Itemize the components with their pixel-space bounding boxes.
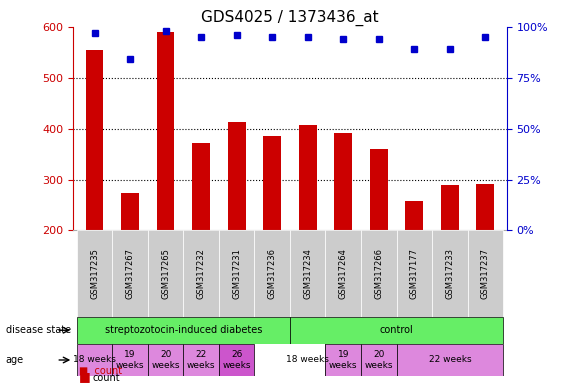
Bar [370,149,388,230]
Text: GSM317264: GSM317264 [339,248,348,299]
Text: GSM317177: GSM317177 [410,248,419,299]
Text: 19
weeks: 19 weeks [116,350,144,370]
Bar [228,122,245,230]
Bar [219,344,254,376]
Title: GDS4025 / 1373436_at: GDS4025 / 1373436_at [201,9,379,25]
Text: GSM317233: GSM317233 [445,248,454,299]
Text: GSM317265: GSM317265 [161,248,170,299]
Text: disease state: disease state [6,325,71,335]
Bar [396,230,432,317]
Bar [112,344,148,376]
Text: ■: ■ [79,371,91,384]
Bar [290,230,325,317]
Bar [432,230,468,317]
Bar [77,230,112,317]
Text: 20
weeks: 20 weeks [151,350,180,370]
Text: 22
weeks: 22 weeks [187,350,216,370]
Bar [112,230,148,317]
Bar [219,230,254,317]
Text: 20
weeks: 20 weeks [364,350,393,370]
Text: control: control [379,325,413,335]
Bar [290,317,503,344]
Text: 18 weeks: 18 weeks [286,356,329,364]
Bar [396,344,503,376]
Bar [86,50,104,230]
Bar [299,124,316,230]
Bar [263,136,281,230]
Bar [468,230,503,317]
Bar [184,230,219,317]
Text: GSM317235: GSM317235 [90,248,99,299]
Bar [77,317,290,344]
Bar [290,344,325,376]
Text: GSM317236: GSM317236 [267,248,276,299]
Text: streptozotocin-induced diabetes: streptozotocin-induced diabetes [105,325,262,335]
Text: GSM317232: GSM317232 [196,248,205,299]
Bar [361,344,396,376]
Text: 18 weeks: 18 weeks [73,356,116,364]
Text: GSM317237: GSM317237 [481,248,490,299]
Bar [192,143,210,230]
Bar [361,230,396,317]
Bar [441,185,459,230]
Bar [334,133,352,230]
Bar [121,193,139,230]
Text: 19
weeks: 19 weeks [329,350,358,370]
Bar [157,33,175,230]
Text: GSM317267: GSM317267 [126,248,135,299]
Bar [325,230,361,317]
Bar [254,230,290,317]
Text: GSM317266: GSM317266 [374,248,383,299]
Text: GSM317234: GSM317234 [303,248,312,299]
Bar [77,344,112,376]
Bar [148,230,184,317]
Bar [184,344,219,376]
Text: ■  count: ■ count [79,366,122,376]
Text: 26
weeks: 26 weeks [222,350,251,370]
Bar [405,201,423,230]
Text: age: age [6,355,24,365]
Text: GSM317231: GSM317231 [232,248,241,299]
Text: count: count [93,372,120,382]
Bar [476,184,494,230]
Bar [290,344,325,376]
Text: 22 weeks: 22 weeks [428,356,471,364]
Bar [325,344,361,376]
Bar [148,344,184,376]
